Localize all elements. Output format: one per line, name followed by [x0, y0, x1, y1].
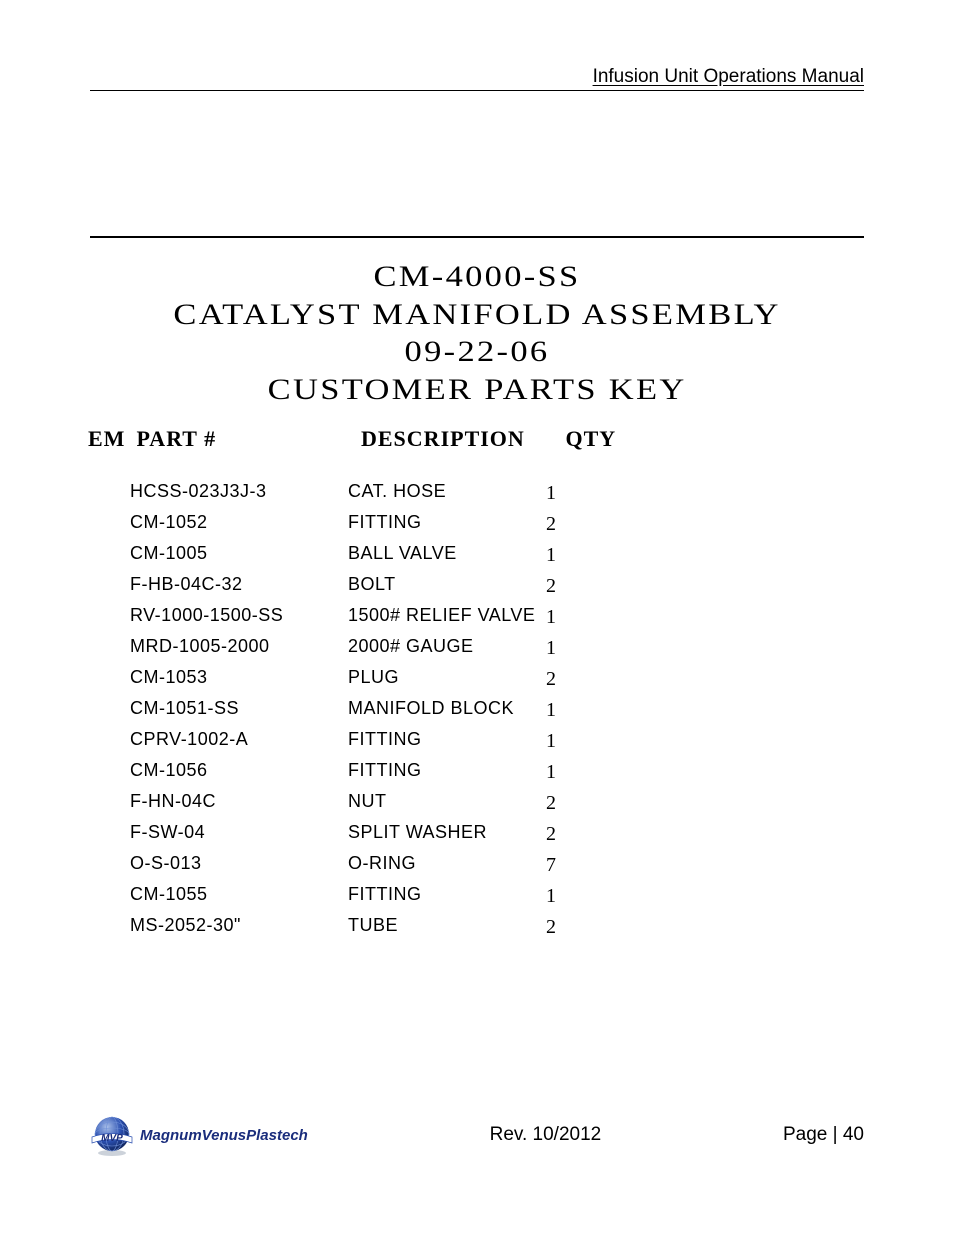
cell-part: CPRV-1002-A [130, 726, 348, 754]
cell-qty: 1 [546, 726, 596, 757]
cell-part: CM-1056 [130, 757, 348, 785]
title-date: 09-22-06 [405, 333, 550, 371]
cell-qty: 2 [546, 819, 596, 850]
cell-part: CM-1055 [130, 881, 348, 909]
footer-page-number: Page | 40 [783, 1124, 864, 1146]
footer-left: MVP MagnumVenusPlastech [90, 1113, 308, 1157]
table-row: O-S-013O-RING7 [88, 850, 616, 881]
cell-qty: 1 [546, 633, 596, 664]
table-row: CM-1005BALL VALVE1 [88, 540, 616, 571]
table-row: MRD-1005-20002000# GAUGE1 [88, 633, 616, 664]
table-row: MS-2052-30"TUBE2 [88, 912, 616, 943]
cell-part: CM-1052 [130, 509, 348, 537]
table-row: CM-1053PLUG2 [88, 664, 616, 695]
cell-desc: FITTING [348, 726, 546, 754]
table-row: CM-1056FITTING1 [88, 757, 616, 788]
mvp-logo-icon: MVP [90, 1113, 134, 1157]
table-row: F-HN-04CNUT2 [88, 788, 616, 819]
col-header-qty: QTY [566, 426, 616, 452]
cell-qty: 2 [546, 571, 596, 602]
table-row: CM-1051-SSMANIFOLD BLOCK1 [88, 695, 616, 726]
table-row: CM-1055FITTING1 [88, 881, 616, 912]
cell-desc: TUBE [348, 912, 546, 940]
page: Infusion Unit Operations Manual CM-4000-… [0, 0, 954, 1235]
parts-table-header: EM PART # DESCRIPTION QTY [88, 426, 616, 452]
cell-desc: BOLT [348, 571, 546, 599]
table-row: CM-1052FITTING2 [88, 509, 616, 540]
cell-qty: 1 [546, 540, 596, 571]
horizontal-rule [90, 236, 864, 238]
page-footer: MVP MagnumVenusPlastech Rev. 10/2012 Pag… [90, 1105, 864, 1165]
cell-qty: 1 [546, 695, 596, 726]
cell-qty: 2 [546, 664, 596, 695]
cell-qty: 1 [546, 881, 596, 912]
cell-part: CM-1051-SS [130, 695, 348, 723]
title-model: CM-4000-SS [373, 258, 580, 296]
title-block: CM-4000-SS CATALYST MANIFOLD ASSEMBLY 09… [0, 258, 954, 408]
footer-brand-text: MagnumVenusPlastech [140, 1127, 308, 1144]
table-row: RV-1000-1500-SS1500# RELIEF VALVE1 [88, 602, 616, 633]
cell-desc: O-RING [348, 850, 546, 878]
cell-qty: 2 [546, 509, 596, 540]
cell-desc: NUT [348, 788, 546, 816]
cell-desc: SPLIT WASHER [348, 819, 546, 847]
cell-desc: 1500# RELIEF VALVE [348, 602, 546, 630]
col-header-part: PART # [137, 426, 355, 452]
cell-part: RV-1000-1500-SS [130, 602, 348, 630]
table-row: F-SW-04SPLIT WASHER2 [88, 819, 616, 850]
cell-qty: 1 [546, 602, 596, 633]
cell-part: CM-1005 [130, 540, 348, 568]
cell-part: F-HN-04C [130, 788, 348, 816]
cell-part: F-HB-04C-32 [130, 571, 348, 599]
cell-part: F-SW-04 [130, 819, 348, 847]
cell-qty: 2 [546, 788, 596, 819]
cell-qty: 2 [546, 912, 596, 943]
header-manual-title: Infusion Unit Operations Manual [90, 66, 864, 91]
parts-table: EM PART # DESCRIPTION QTY HCSS-023J3J-3C… [88, 426, 616, 943]
logo-text: MVP [101, 1133, 123, 1144]
cell-qty: 1 [546, 478, 596, 509]
title-name: CATALYST MANIFOLD ASSEMBLY [173, 296, 780, 334]
col-header-desc: DESCRIPTION [361, 426, 559, 452]
cell-qty: 1 [546, 757, 596, 788]
cell-part: CM-1053 [130, 664, 348, 692]
cell-desc: FITTING [348, 509, 546, 537]
cell-desc: PLUG [348, 664, 546, 692]
cell-part: HCSS-023J3J-3 [130, 478, 348, 506]
table-row: CPRV-1002-AFITTING1 [88, 726, 616, 757]
cell-desc: 2000# GAUGE [348, 633, 546, 661]
title-subtitle: CUSTOMER PARTS KEY [268, 371, 687, 409]
cell-part: MRD-1005-2000 [130, 633, 348, 661]
cell-qty: 7 [546, 850, 596, 881]
footer-revision: Rev. 10/2012 [308, 1124, 783, 1146]
cell-desc: CAT. HOSE [348, 478, 546, 506]
table-row: F-HB-04C-32BOLT2 [88, 571, 616, 602]
cell-part: MS-2052-30" [130, 912, 348, 940]
parts-table-body: HCSS-023J3J-3CAT. HOSE1CM-1052FITTING2CM… [88, 478, 616, 943]
cell-desc: FITTING [348, 757, 546, 785]
cell-part: O-S-013 [130, 850, 348, 878]
cell-desc: FITTING [348, 881, 546, 909]
col-header-em: EM [88, 426, 130, 452]
cell-desc: MANIFOLD BLOCK [348, 695, 546, 723]
cell-desc: BALL VALVE [348, 540, 546, 568]
table-row: HCSS-023J3J-3CAT. HOSE1 [88, 478, 616, 509]
